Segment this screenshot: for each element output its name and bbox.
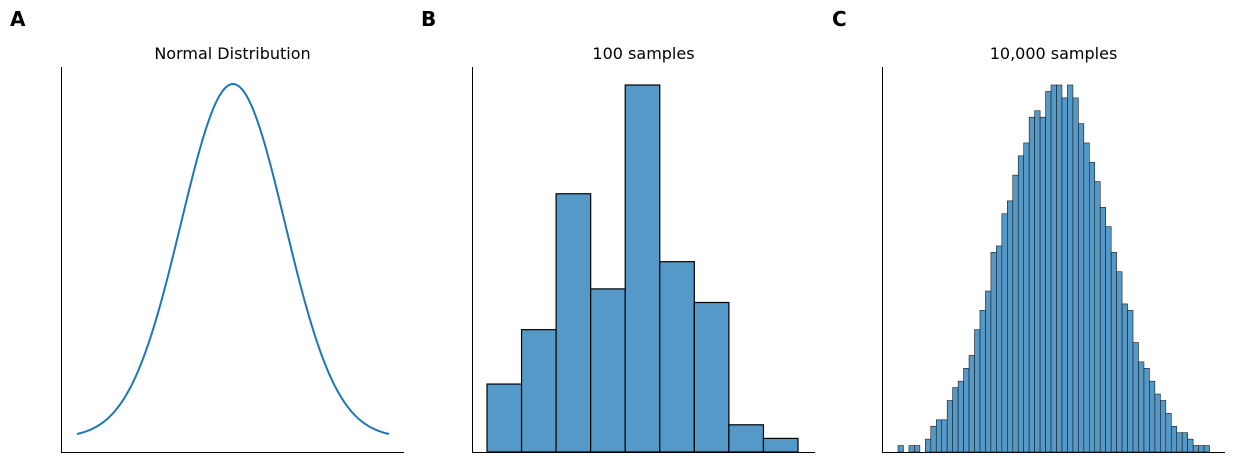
hist-c-bar-45 xyxy=(1143,367,1150,453)
hist-c-bar-49 xyxy=(1165,413,1172,453)
hist-c-bar-37 xyxy=(1099,207,1106,453)
hist-c-bar-25 xyxy=(1034,110,1041,453)
hist-c-bar-26 xyxy=(1039,116,1046,453)
hist-b-bar-3 xyxy=(590,288,626,453)
hist-c-bar-30 xyxy=(1061,97,1068,453)
hist-c-bar-2 xyxy=(908,445,915,453)
hist-c-bar-0 xyxy=(897,445,904,453)
hist-c-bar-3 xyxy=(914,445,921,453)
hist-c-bar-53 xyxy=(1187,438,1194,453)
hist-b-bar-4 xyxy=(624,84,661,453)
chart-panel-b xyxy=(472,67,815,453)
hist-c-bar-10 xyxy=(952,387,959,453)
hist-c-bar-50 xyxy=(1170,425,1178,453)
hist-c-bar-34 xyxy=(1083,142,1090,453)
hist-c-bar-56 xyxy=(1203,445,1210,453)
chart-title-a: Normal Distribution xyxy=(154,44,311,63)
hist-c-bar-40 xyxy=(1116,271,1123,453)
hist-c-bar-15 xyxy=(979,310,986,453)
hist-c-bar-39 xyxy=(1110,252,1117,453)
normal-pdf-curve xyxy=(76,82,390,435)
hist-c-bar-9 xyxy=(946,400,953,453)
hist-c-bar-18 xyxy=(996,245,1003,453)
panel-label-a: A xyxy=(10,7,26,31)
hist-c-bar-51 xyxy=(1176,432,1183,453)
chart-title-b: 100 samples xyxy=(592,44,695,63)
hist-b-bar-2 xyxy=(555,193,592,453)
hist-c-bar-12 xyxy=(963,367,970,453)
hist-b-bar-7 xyxy=(728,424,765,453)
panel-label-c: C xyxy=(832,7,847,31)
chart-panel-c xyxy=(882,67,1225,453)
hist-c-bar-8 xyxy=(941,419,948,453)
hist-c-bar-33 xyxy=(1078,123,1085,453)
hist-c-bar-6 xyxy=(930,425,937,453)
hist-c-bar-24 xyxy=(1028,116,1035,453)
chart-panel-a xyxy=(61,67,404,453)
hist-b-bar-1 xyxy=(520,329,557,453)
hist-c-bar-46 xyxy=(1149,380,1156,453)
hist-c-bar-47 xyxy=(1154,393,1161,453)
hist-c-bar-54 xyxy=(1192,445,1199,453)
hist-c-bar-41 xyxy=(1121,303,1128,453)
hist-c-bar-55 xyxy=(1198,445,1205,453)
hist-c-bar-17 xyxy=(990,252,997,453)
hist-b-bar-0 xyxy=(486,383,523,453)
hist-c-bar-22 xyxy=(1017,155,1025,453)
hist-c-bar-21 xyxy=(1012,174,1019,453)
hist-c-bar-13 xyxy=(968,355,975,453)
hist-c-bar-44 xyxy=(1138,361,1145,453)
hist-c-bar-32 xyxy=(1072,97,1079,453)
hist-c-bar-31 xyxy=(1067,84,1074,453)
hist-c-bar-52 xyxy=(1181,432,1188,453)
hist-c-bar-35 xyxy=(1088,161,1096,453)
hist-c-bar-38 xyxy=(1105,226,1112,453)
hist-c-bar-36 xyxy=(1094,181,1101,453)
hist-c-bar-19 xyxy=(1001,213,1008,453)
hist-c-bar-16 xyxy=(985,290,992,453)
hist-c-bar-5 xyxy=(925,438,932,453)
hist-c-bar-7 xyxy=(935,419,943,453)
hist-c-bar-42 xyxy=(1127,310,1134,453)
hist-c-bar-43 xyxy=(1132,342,1139,453)
hist-c-bar-28 xyxy=(1050,84,1057,453)
hist-c-bar-14 xyxy=(974,329,981,453)
panel-label-b: B xyxy=(421,7,437,31)
hist-b-bar-6 xyxy=(693,301,730,453)
hist-b-bar-5 xyxy=(659,261,695,453)
hist-b-bar-8 xyxy=(762,437,799,453)
hist-c-bar-27 xyxy=(1045,91,1052,453)
hist-c-bar-23 xyxy=(1023,142,1030,453)
hist-c-bar-29 xyxy=(1056,84,1063,453)
hist-c-bar-20 xyxy=(1007,200,1014,453)
hist-c-bar-11 xyxy=(957,380,964,453)
chart-title-c: 10,000 samples xyxy=(989,44,1118,63)
hist-c-bar-48 xyxy=(1160,400,1167,453)
